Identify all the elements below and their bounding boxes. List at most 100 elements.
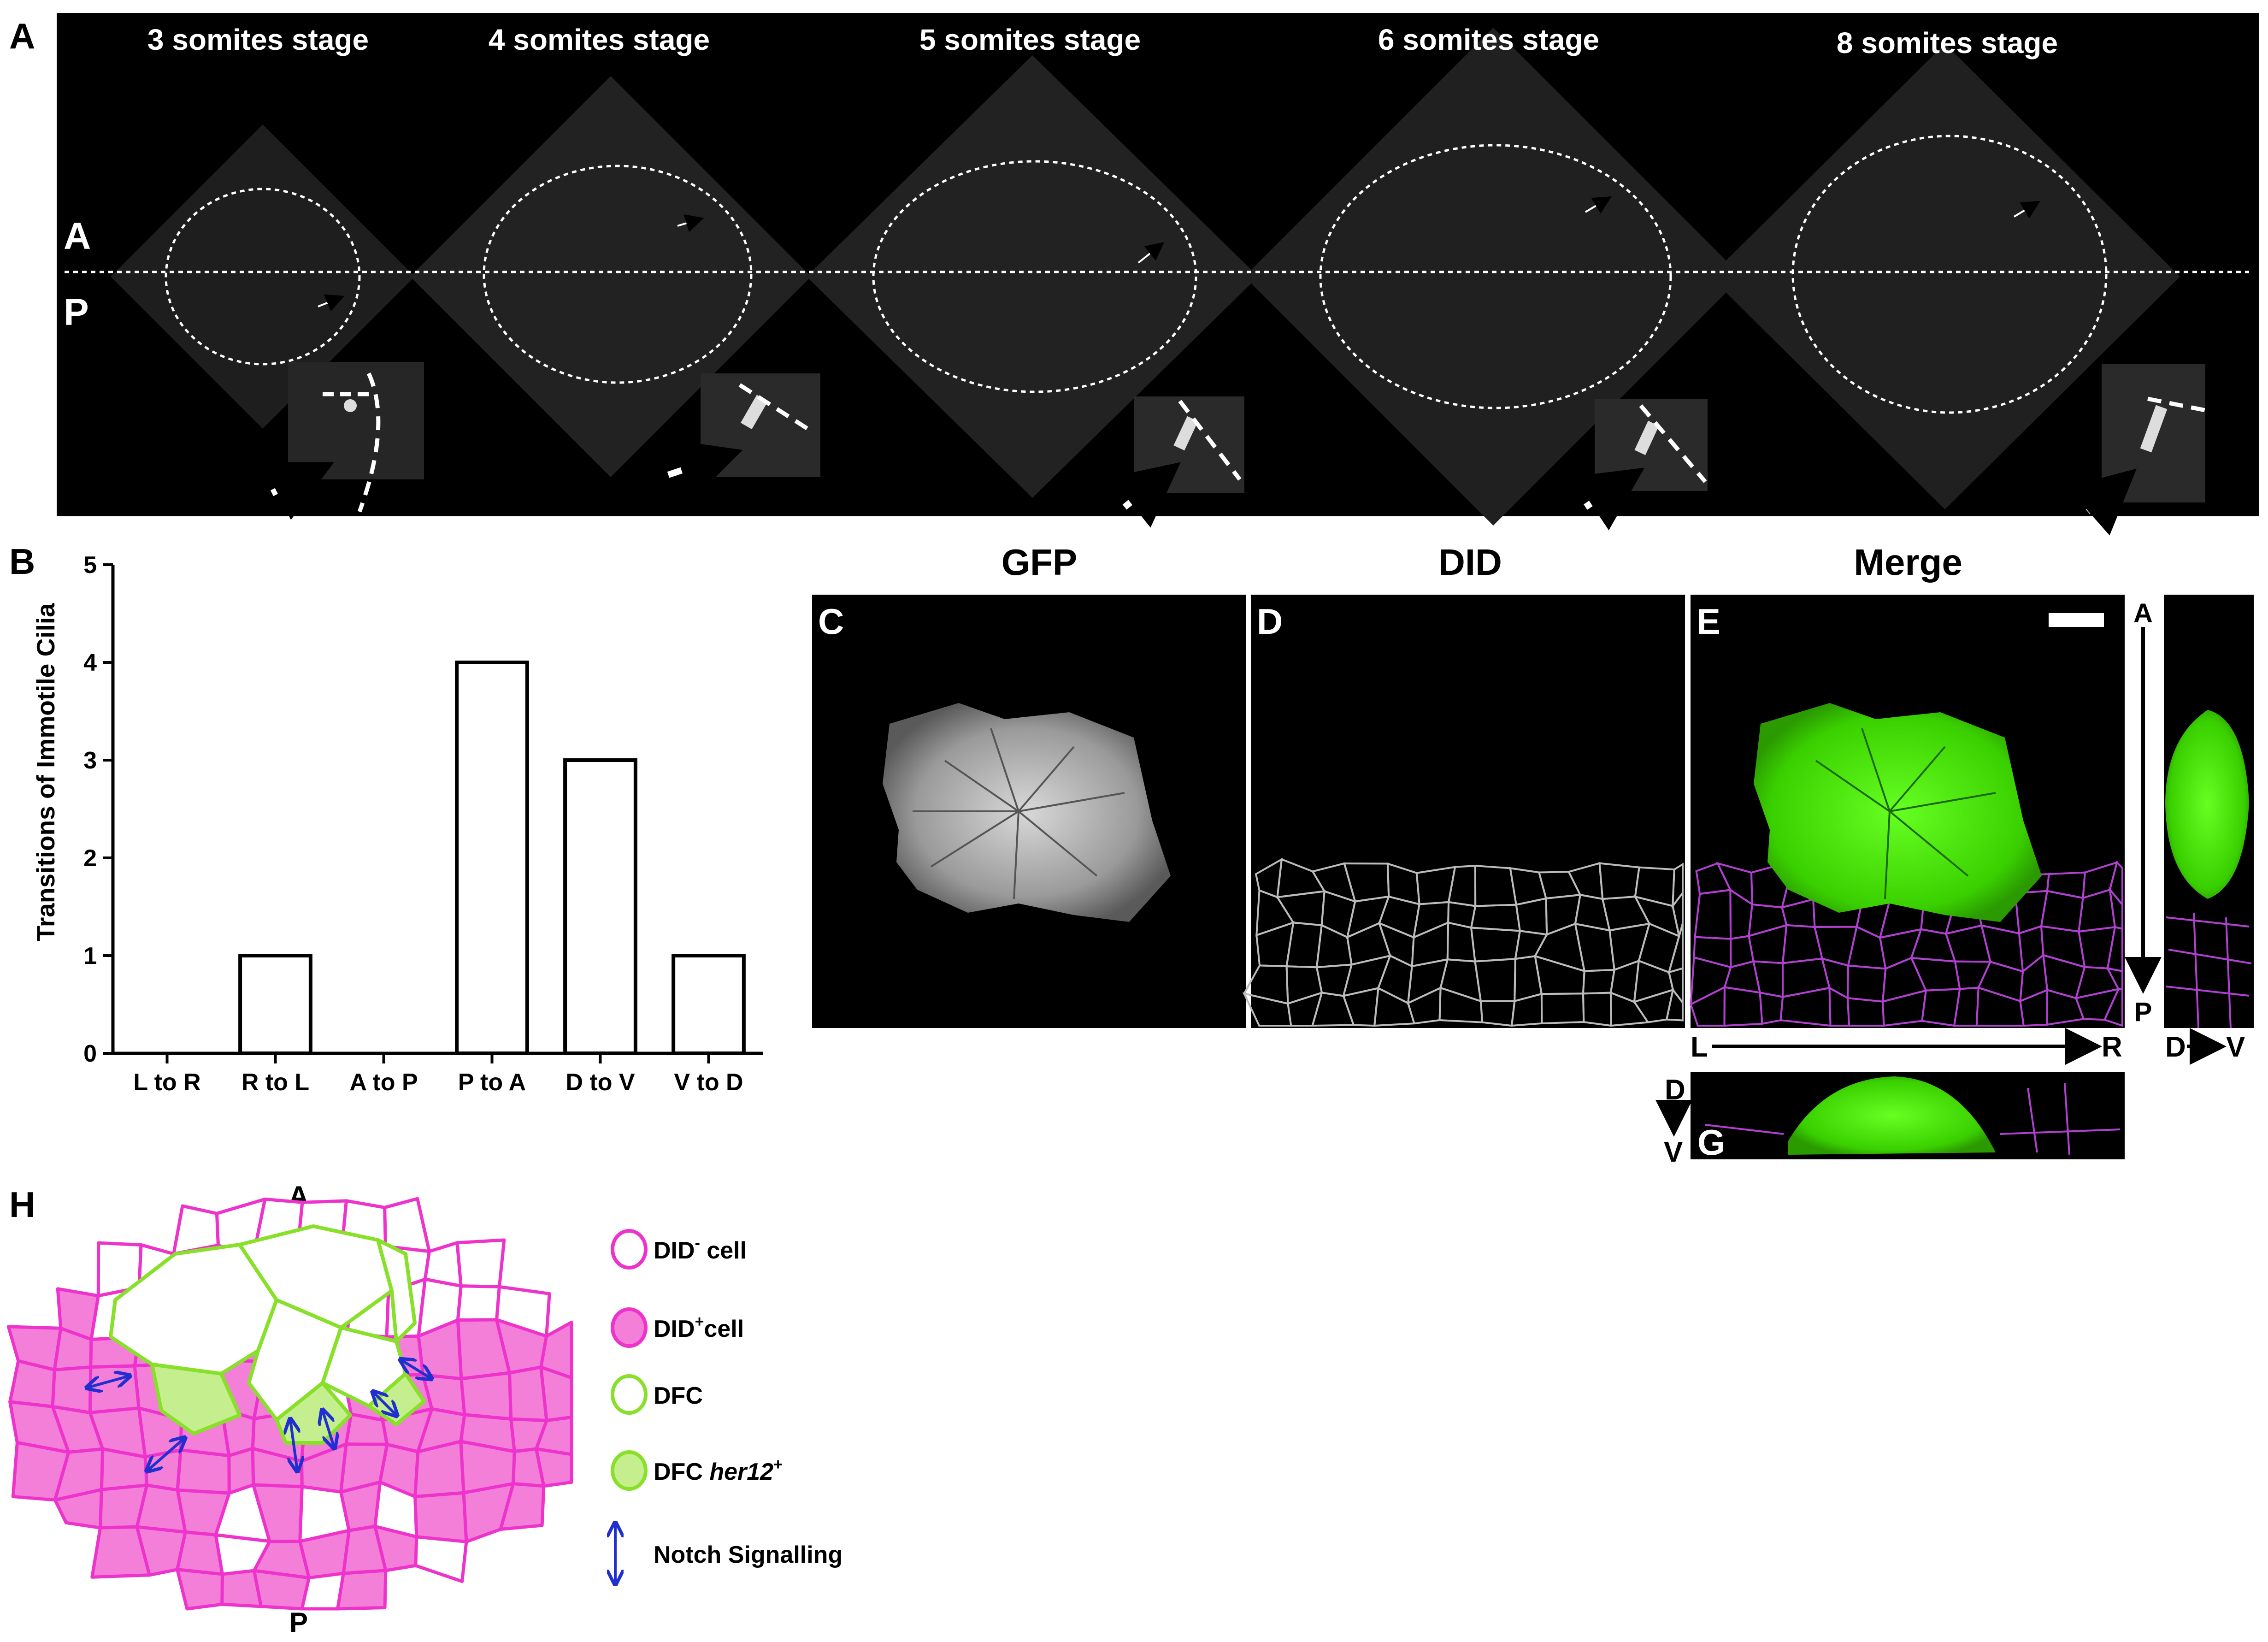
legend-text-dfc: DFC xyxy=(654,1382,703,1409)
legend-sup: + xyxy=(695,1313,704,1330)
stage-5-image xyxy=(807,55,1258,528)
bar xyxy=(672,954,746,1055)
cell-diagram xyxy=(6,1197,573,1611)
panel-label-a: A xyxy=(9,16,35,56)
did-cell xyxy=(455,1238,506,1288)
did-cell xyxy=(1665,987,1684,1022)
legend-rest: cell xyxy=(704,1316,744,1342)
axis-p-label: P xyxy=(2134,997,2152,1027)
svg-text:DFC her12+: DFC her12+ xyxy=(654,1456,783,1485)
anterior-label: A xyxy=(64,215,91,257)
axis-d2-label: D xyxy=(1665,1074,1685,1106)
y-tick-label: 2 xyxy=(83,845,97,872)
did-panel xyxy=(1242,595,1685,1028)
notch-arrow xyxy=(373,1392,396,1415)
bar xyxy=(238,954,312,1055)
stage-label: 5 somites stage xyxy=(919,23,1141,56)
stage-8-image xyxy=(1710,44,2206,536)
x-tick-label: D to V xyxy=(566,1069,635,1096)
panel-label-b: B xyxy=(9,541,35,582)
scale-bar xyxy=(2049,613,2104,627)
notch-arrow xyxy=(88,1376,129,1388)
notch-arrow xyxy=(323,1411,334,1447)
y-tick-label: 0 xyxy=(83,1040,97,1067)
y-tick-label: 1 xyxy=(83,943,97,969)
x-tick-label: P to A xyxy=(458,1069,526,1096)
dfc-her12-cell xyxy=(150,1363,242,1435)
notch-arrow xyxy=(401,1360,431,1378)
did-cell xyxy=(499,1482,546,1531)
did-cell xyxy=(176,1448,231,1495)
did-cell xyxy=(2103,987,2123,1027)
did-cell xyxy=(100,1447,149,1491)
panel-label-f: F xyxy=(2226,601,2248,642)
stage-label: 8 somites stage xyxy=(1837,26,2058,59)
stage-label: 3 somites stage xyxy=(147,23,369,56)
stage-6-image xyxy=(1244,28,1742,531)
stage-label: 6 somites stage xyxy=(1378,23,1599,56)
bar-chart: Transitions of Immotile Cilia 0 1 2 3 4 5 L to… xyxy=(31,552,763,1096)
stage-3-image xyxy=(111,124,424,520)
diagram-posterior-label: P xyxy=(289,1607,308,1638)
dv-bottom-panel xyxy=(1691,1072,2125,1159)
notch-arrow xyxy=(290,1420,297,1471)
merge-panel xyxy=(1690,595,2125,1028)
did-cell xyxy=(383,1197,431,1253)
did-cell xyxy=(413,1491,468,1543)
axis-a-label: A xyxy=(2133,598,2153,628)
legend-did-pos xyxy=(611,1307,648,1348)
did-cell xyxy=(539,1365,573,1423)
did-cell xyxy=(456,1284,501,1322)
did-cell xyxy=(8,1359,56,1408)
axis-d-label: D xyxy=(2165,1031,2186,1063)
gfp-title: GFP xyxy=(1001,542,1077,583)
panel-label-e: E xyxy=(1697,601,1720,642)
legend-text-notch: Notch Signalling xyxy=(654,1542,842,1568)
bar xyxy=(455,661,529,1055)
legend-text-dfc: DFC xyxy=(654,1459,709,1485)
panel-a-images xyxy=(65,28,2249,536)
svg-text:DID- cell: DID- cell xyxy=(654,1234,747,1264)
panel-label-g: G xyxy=(1697,1122,1726,1163)
did-title: DID xyxy=(1438,542,1502,583)
svg-text:DID+cell: DID+cell xyxy=(654,1313,744,1342)
legend-sup: + xyxy=(773,1456,783,1473)
legend-text-did: DID xyxy=(654,1316,695,1342)
dv-side-panel xyxy=(2164,595,2254,1028)
x-tick-label: V to D xyxy=(674,1069,743,1096)
stage-4-image xyxy=(410,76,820,501)
axis-v-label: V xyxy=(2226,1031,2245,1063)
axis-v2-label: V xyxy=(1664,1136,1683,1168)
panel-label-c: C xyxy=(818,601,844,642)
y-tick-label: 5 xyxy=(83,552,97,579)
did-cell xyxy=(413,1440,465,1499)
legend-rest: cell xyxy=(700,1237,747,1264)
legend-did-neg xyxy=(611,1229,648,1270)
panel-label-h: H xyxy=(9,1184,35,1225)
merge-title: Merge xyxy=(1854,542,1962,583)
did-cell xyxy=(344,1412,389,1446)
y-tick-label: 4 xyxy=(83,650,97,676)
bar xyxy=(563,758,637,1055)
panel-label-d: D xyxy=(1257,601,1283,642)
did-cell xyxy=(459,1371,513,1421)
did-cell xyxy=(414,1535,468,1583)
did-cell xyxy=(176,1568,224,1611)
did-cell xyxy=(51,1365,93,1414)
legend: DID- cell DID+cell DFC DFC her12+ Notch … xyxy=(611,1229,842,1583)
y-axis-label: Transitions of Immotile Cilia xyxy=(31,603,60,941)
dfc-cell xyxy=(376,1238,417,1343)
y-tick-label: 3 xyxy=(83,747,97,774)
did-cell xyxy=(336,1569,388,1611)
x-tick-label: L to R xyxy=(133,1069,200,1096)
axis-l-label: L xyxy=(1691,1031,1708,1063)
axis-r-label: R xyxy=(2102,1031,2122,1063)
legend-sup: - xyxy=(695,1234,700,1252)
did-cell xyxy=(252,1569,311,1611)
notch-arrow xyxy=(147,1438,184,1471)
svg-text:Notch Signalling: Notch Signalling xyxy=(654,1542,842,1568)
x-tick-label: A to P xyxy=(349,1069,418,1096)
did-cell xyxy=(88,1364,141,1414)
gfp-panel xyxy=(812,595,1246,1028)
